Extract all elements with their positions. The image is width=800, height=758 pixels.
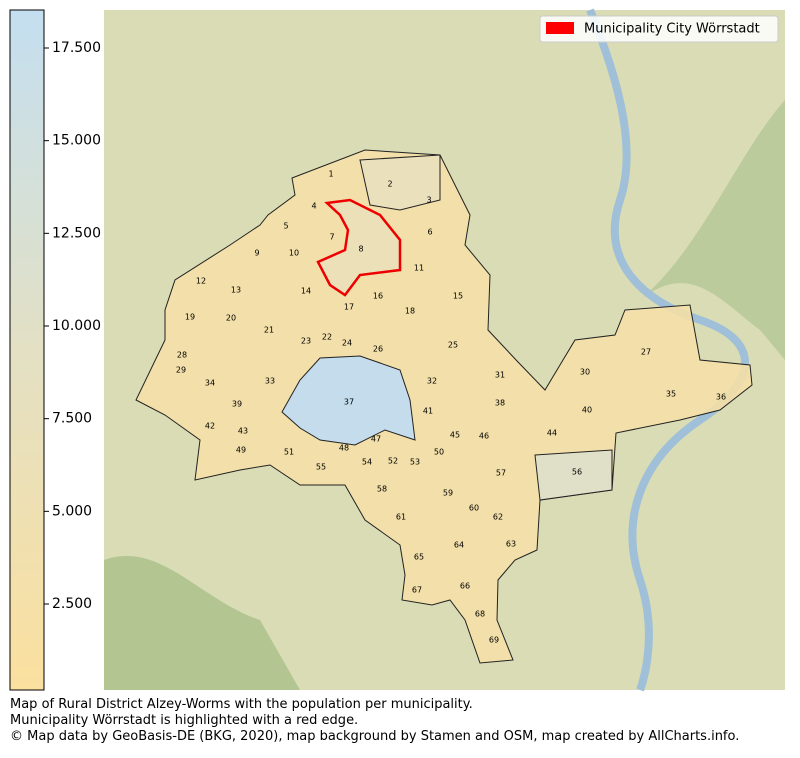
municipality-label: 28 <box>177 351 187 360</box>
legend <box>539 15 779 43</box>
tick-label: 15.000 <box>52 133 101 149</box>
municipality-label: 43 <box>238 427 248 436</box>
municipality-label: 51 <box>284 448 294 457</box>
municipality-label: 19 <box>185 313 195 322</box>
municipality-label: 16 <box>373 292 383 301</box>
municipality-label: 66 <box>460 582 470 591</box>
municipality-label: 55 <box>316 463 326 472</box>
municipality-label: 25 <box>448 341 458 350</box>
municipality-label: 68 <box>475 610 485 619</box>
municipality-label: 62 <box>493 513 503 522</box>
municipality-label: 49 <box>236 446 246 455</box>
municipality-label: 5 <box>283 222 288 231</box>
municipality-label: 60 <box>469 504 479 513</box>
municipality-label: 45 <box>450 431 460 440</box>
municipality <box>534 449 613 501</box>
tick-label: 12.500 <box>52 225 101 241</box>
municipality-label: 54 <box>362 458 372 467</box>
municipality-label: 44 <box>547 429 557 438</box>
municipality-label: 33 <box>265 377 275 386</box>
tick-label: 17.500 <box>52 40 101 56</box>
municipality-label: 20 <box>226 314 236 323</box>
tick-label: 2.500 <box>52 596 92 612</box>
municipality-label: 38 <box>495 399 505 408</box>
municipality-label: 46 <box>479 432 489 441</box>
district <box>135 149 753 664</box>
municipality-label: 37 <box>344 398 354 407</box>
municipality-label: 21 <box>264 326 274 335</box>
municipality-label: 57 <box>496 469 506 478</box>
forest <box>104 555 300 690</box>
municipality-label: 27 <box>641 348 651 357</box>
municipality-label: 48 <box>339 444 349 453</box>
municipality-label: 1 <box>328 170 333 179</box>
municipality-label: 34 <box>205 379 215 388</box>
municipality-label: 8 <box>358 245 363 254</box>
municipality-label: 23 <box>301 337 311 346</box>
legend-label: Municipality City Wörrstadt <box>584 22 760 37</box>
municipality-label: 9 <box>254 249 259 258</box>
municipality-label: 26 <box>373 345 383 354</box>
municipality-label: 14 <box>301 287 311 296</box>
municipality-label: 13 <box>231 286 241 295</box>
municipality <box>281 355 416 446</box>
municipality-label: 69 <box>489 636 499 645</box>
municipality-label: 63 <box>506 540 516 549</box>
municipality-label: 12 <box>196 277 206 286</box>
tick-label: 5.000 <box>52 503 92 519</box>
municipality-label: 47 <box>371 435 381 444</box>
municipality-label: 39 <box>232 400 242 409</box>
municipality-label: 67 <box>412 586 422 595</box>
municipality-label: 17 <box>344 303 354 312</box>
municipality-label: 10 <box>289 249 299 258</box>
municipality-label: 31 <box>495 371 505 380</box>
municipality-label: 15 <box>453 292 463 301</box>
municipality-label: 61 <box>396 513 406 522</box>
municipality-label: 29 <box>176 366 186 375</box>
caption: Municipality Wörrstadt is highlighted wi… <box>10 713 358 728</box>
river <box>586 8 749 692</box>
municipality-label: 4 <box>311 202 316 211</box>
municipality-label: 53 <box>410 458 420 467</box>
municipality-label: 3 <box>426 196 431 205</box>
colorbar <box>9 9 45 691</box>
municipality-label: 11 <box>414 264 424 273</box>
municipality-label: 22 <box>322 333 332 342</box>
tick-label: 10.000 <box>52 318 101 334</box>
municipality-label: 64 <box>454 541 464 550</box>
municipality-label: 35 <box>666 390 676 399</box>
municipality-label: 52 <box>388 457 398 466</box>
municipality-label: 7 <box>329 233 334 242</box>
municipality <box>359 154 441 211</box>
municipality-label: 32 <box>427 377 437 386</box>
caption: © Map data by GeoBasis-DE (BKG, 2020), m… <box>10 729 739 744</box>
caption: Map of Rural District Alzey-Worms with t… <box>10 697 473 712</box>
municipality-label: 65 <box>414 553 424 562</box>
municipality-label: 50 <box>434 448 444 457</box>
municipality-label: 30 <box>580 368 590 377</box>
municipality-label: 58 <box>377 485 387 494</box>
municipality-label: 36 <box>716 393 726 402</box>
municipality-label: 41 <box>423 407 433 416</box>
forest <box>640 100 785 360</box>
municipality-label: 2 <box>387 180 392 189</box>
highlight <box>316 198 402 297</box>
municipality-label: 18 <box>405 307 415 316</box>
municipality-label: 42 <box>205 422 215 431</box>
municipality-label: 59 <box>443 489 453 498</box>
municipality-label: 24 <box>342 339 352 348</box>
municipality-label: 40 <box>582 406 592 415</box>
municipality-label: 6 <box>427 228 432 237</box>
tick-label: 7.500 <box>52 411 92 427</box>
municipality-label: 56 <box>572 468 582 477</box>
colorbar-ticks: 2.500 5.000 7.500 10.000 12.500 15.000 17.500 <box>44 40 101 612</box>
legend-swatch <box>546 22 574 34</box>
